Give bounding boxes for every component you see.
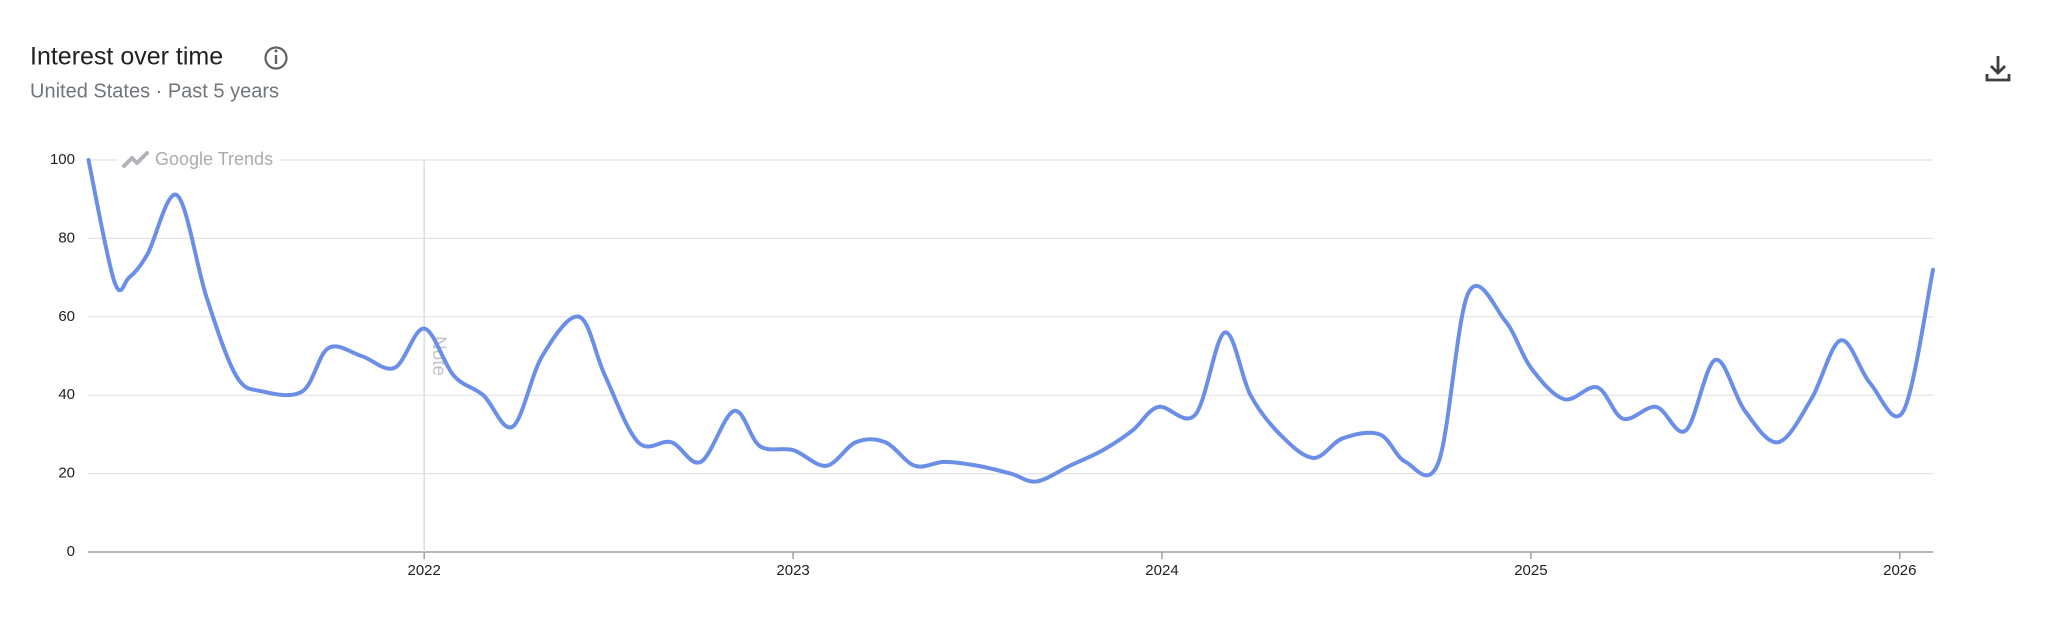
trend-line bbox=[86, 158, 1935, 484]
note-label: Note bbox=[428, 336, 449, 376]
info-icon[interactable] bbox=[264, 46, 288, 70]
chart-subtitle: United States · Past 5 years bbox=[30, 80, 279, 102]
x-tick-label: 2022 bbox=[408, 562, 441, 579]
chart-title: Interest over time bbox=[30, 43, 223, 71]
y-tick-label: 80 bbox=[58, 229, 75, 246]
x-tick-label: 2024 bbox=[1145, 562, 1178, 579]
watermark-icon bbox=[122, 151, 149, 168]
y-tick-label: 0 bbox=[67, 543, 75, 560]
download-tray bbox=[1985, 74, 2011, 82]
download-head bbox=[1990, 65, 2006, 75]
y-tick-label: 100 bbox=[50, 151, 75, 168]
x-tick-label: 2026 bbox=[1883, 562, 1916, 579]
info-dot bbox=[274, 49, 278, 53]
x-tick-label: 2023 bbox=[776, 562, 809, 579]
info-circle bbox=[264, 46, 288, 70]
watermark: Google Trends bbox=[155, 149, 273, 169]
y-tick-label: 60 bbox=[58, 308, 75, 325]
y-tick-label: 20 bbox=[58, 465, 75, 482]
plot: 0 20 40 60 80 100 Google Trends 2022 2023 2024 202… bbox=[50, 148, 1935, 579]
download-icon[interactable] bbox=[1985, 56, 2011, 82]
watermark-bg bbox=[118, 148, 280, 172]
y-tick-label: 40 bbox=[58, 386, 75, 403]
x-tick-label: 2025 bbox=[1514, 562, 1547, 579]
